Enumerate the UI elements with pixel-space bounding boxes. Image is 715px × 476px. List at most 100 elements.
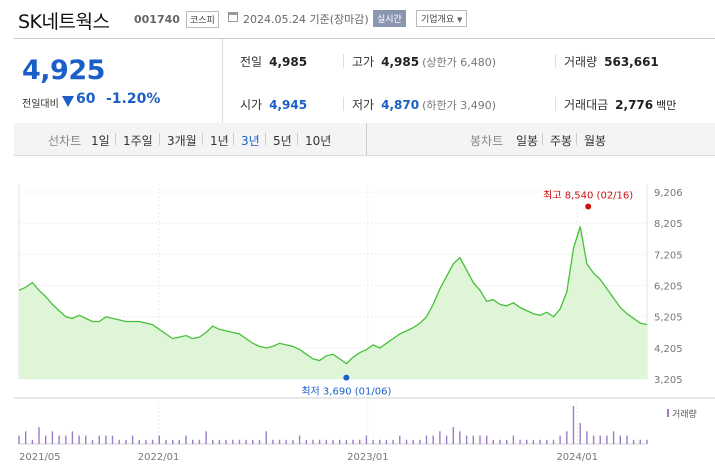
divider xyxy=(555,54,556,68)
company-info-label: 기업개요 xyxy=(421,15,455,25)
volume-bar xyxy=(145,439,147,444)
divider xyxy=(576,133,577,145)
volume-bar xyxy=(85,435,87,444)
tab-monthly[interactable]: 월봉 xyxy=(584,134,607,148)
volume-bar xyxy=(258,439,261,444)
y-tick-label: 7,205 xyxy=(654,250,683,261)
x-tick-label: 2024/01 xyxy=(556,452,598,463)
volume-bar xyxy=(51,431,54,444)
prev-close-label: 전일 xyxy=(240,55,263,69)
tab-5y[interactable]: 5년 xyxy=(273,134,292,148)
tab-3m[interactable]: 3개월 xyxy=(167,134,197,148)
chevron-down-icon: ▼ xyxy=(457,16,463,24)
divider xyxy=(366,123,367,155)
company-info-select[interactable]: 기업개요 ▼ xyxy=(416,10,468,27)
volume-bar xyxy=(232,439,234,444)
tab-10y[interactable]: 10년 xyxy=(305,134,332,148)
volume-bar xyxy=(492,439,494,444)
down-triangle-icon xyxy=(62,96,74,107)
volume-bar xyxy=(385,439,388,444)
volume-bar xyxy=(105,435,107,444)
change-label: 전일대비 xyxy=(22,99,59,110)
volume-label: 거래량 xyxy=(564,55,598,69)
volume-bar xyxy=(419,439,421,444)
price-chart-svg: 9,206 8,205 7,205 6,205 5,205 4,205 3,205 최고 8,… xyxy=(14,184,715,463)
low-annotation: 최저 3,690 (01/06) xyxy=(301,386,391,398)
open-label: 시가 xyxy=(240,98,263,112)
tab-weekly[interactable]: 주봉 xyxy=(550,134,573,148)
volume-bar xyxy=(612,431,615,444)
divider xyxy=(159,133,160,145)
volume-bar xyxy=(506,439,508,444)
volume-bar xyxy=(165,439,167,444)
divider xyxy=(542,133,543,145)
volume-bar xyxy=(238,439,241,444)
volume-bar xyxy=(172,439,174,444)
price-area xyxy=(19,226,647,379)
divider xyxy=(233,133,234,145)
volume-bar xyxy=(192,439,194,444)
divider xyxy=(265,133,266,145)
volume-bar xyxy=(526,439,528,444)
realtime-button[interactable]: 실시간 xyxy=(373,10,406,27)
volume-bar xyxy=(439,431,441,444)
tab-1y[interactable]: 1년 xyxy=(210,134,229,148)
x-tick-label: 2021/05 xyxy=(19,452,61,463)
prev-close-value: 4,985 xyxy=(269,55,308,69)
current-price: 4,925 xyxy=(22,55,105,86)
volume-bar xyxy=(318,439,321,444)
volume-bar xyxy=(459,431,461,444)
volume-bar xyxy=(519,439,521,444)
volume-bar xyxy=(412,439,414,444)
volume-bar xyxy=(91,439,94,444)
tab-3y[interactable]: 3년 xyxy=(241,134,260,148)
divider xyxy=(343,54,344,68)
volume-bar xyxy=(98,435,100,444)
stock-code: 001740 xyxy=(134,13,180,26)
volume-legend-label: 거래량 xyxy=(672,408,697,420)
current-price-panel: 4,925 전일대비 60 -1.20% xyxy=(14,39,223,124)
volume-bar xyxy=(212,439,214,444)
volume-bar xyxy=(45,435,47,444)
trade-value: 거래대금 2,776 백만 xyxy=(564,96,676,113)
volume-bar xyxy=(339,439,341,444)
stock-name: SK네트웍스 xyxy=(18,11,110,33)
base-date: 2024.05.24 기준(장마감) xyxy=(243,13,369,26)
stock-header: SK네트웍스 001740 코스피 2024.05.24 기준(장마감) 실시간… xyxy=(0,0,715,38)
y-tick-label: 6,205 xyxy=(654,282,683,293)
volume-bar xyxy=(58,435,60,444)
tab-1d[interactable]: 1일 xyxy=(91,134,110,148)
prev-close: 전일 4,985 xyxy=(240,53,307,70)
low-marker xyxy=(343,374,350,381)
volume-bar xyxy=(392,439,394,444)
volume-bar xyxy=(532,439,535,444)
open-price: 시가 4,945 xyxy=(240,96,307,113)
y-tick-label: 9,206 xyxy=(654,188,683,199)
tab-1w[interactable]: 1주일 xyxy=(123,134,153,148)
tab-daily[interactable]: 일봉 xyxy=(516,134,539,148)
volume-bar xyxy=(285,439,287,444)
volume-value: 563,661 xyxy=(604,55,659,69)
volume-bar xyxy=(399,435,401,444)
volume-bar xyxy=(479,435,481,444)
volume-bar xyxy=(592,435,595,444)
volume-bar xyxy=(345,439,348,444)
volume-bar xyxy=(486,435,488,444)
volume-bar xyxy=(25,431,27,444)
volume-bar xyxy=(138,439,140,444)
trade-value-label: 거래대금 xyxy=(564,98,609,112)
volume-bar xyxy=(111,435,114,444)
volume-bar xyxy=(632,439,635,444)
price-line xyxy=(18,226,648,365)
y-tick-label: 5,205 xyxy=(654,313,683,324)
volume-bar xyxy=(639,439,641,444)
volume-bar xyxy=(272,439,274,444)
volume-bar xyxy=(552,439,555,444)
volume-bar xyxy=(472,435,474,444)
volume-bar xyxy=(265,431,267,444)
divider xyxy=(297,133,298,145)
divider xyxy=(202,133,203,145)
volume-bar xyxy=(198,439,201,444)
x-tick-label: 2023/01 xyxy=(347,452,389,463)
market-badge: 코스피 xyxy=(186,11,219,28)
